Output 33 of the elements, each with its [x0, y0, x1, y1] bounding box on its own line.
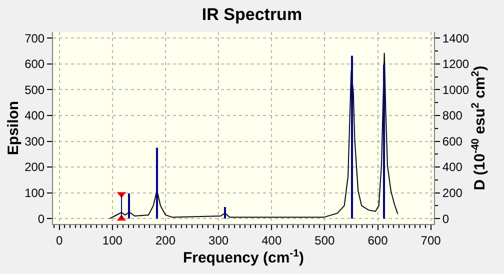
chart-title: IR Spectrum — [202, 5, 302, 24]
y2-tick-label: 200 — [442, 186, 463, 200]
y-tick-label: 100 — [24, 186, 45, 200]
y-tick-label: 600 — [24, 57, 45, 72]
bar — [224, 206, 226, 219]
x-tick-label: 700 — [420, 233, 442, 248]
bar — [128, 193, 130, 219]
y-tick-label: 500 — [24, 82, 45, 97]
y-tick-label: 300 — [24, 134, 45, 148]
y-tick-label: 200 — [24, 160, 45, 174]
x-tick-label: 200 — [155, 233, 176, 248]
x-tick-label: 500 — [314, 233, 336, 248]
y-tick-label: 700 — [24, 31, 45, 46]
x-tick-label: 300 — [208, 233, 229, 248]
y2-tick-label: 600 — [442, 134, 463, 148]
bar — [156, 148, 158, 219]
x-tick-label: 0 — [56, 233, 64, 248]
y2-tick-label: 800 — [442, 108, 463, 123]
line-series — [109, 52, 398, 220]
x-axis-title: Frequency (cm$^{-1}$) — [182, 247, 304, 267]
x-tick-label: 100 — [102, 233, 123, 248]
bar — [351, 56, 353, 219]
x-tick-label: 600 — [368, 233, 388, 248]
y-tick-label: 0 — [38, 212, 45, 226]
y2-tick-label: 1200 — [442, 57, 470, 72]
bar — [383, 64, 385, 219]
y-axis-title: Epsilon — [4, 100, 22, 156]
y2-tick-label: 0 — [442, 212, 450, 226]
y2-tick-label: 1000 — [442, 82, 470, 97]
y2-tick-label: 400 — [442, 160, 463, 174]
y2-tick-label: 1400 — [442, 31, 470, 46]
y-tick-label: 400 — [24, 108, 45, 123]
x-tick-label: 400 — [262, 233, 282, 248]
